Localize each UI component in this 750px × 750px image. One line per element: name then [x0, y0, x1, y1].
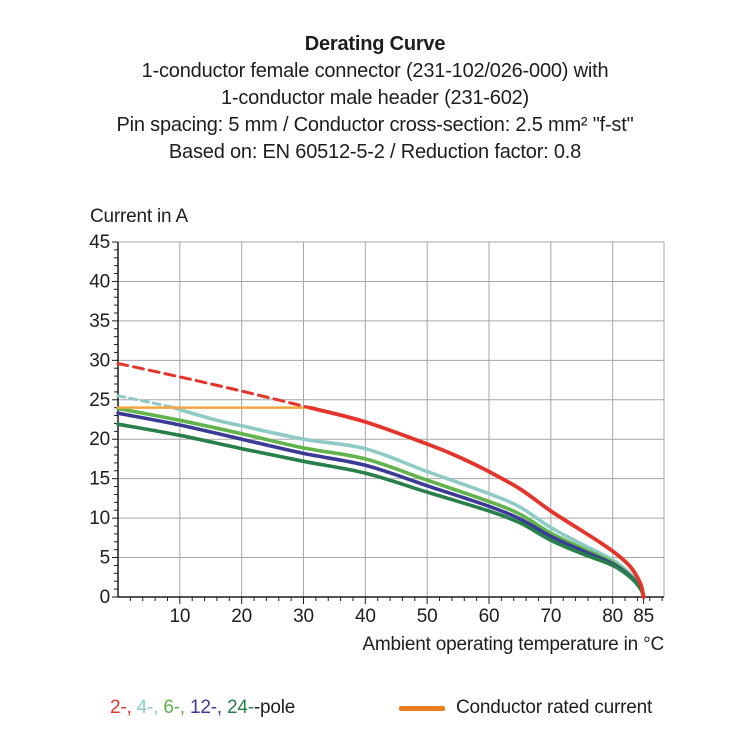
chart-subtitle-4: Based on: EN 60512-5-2 / Reduction facto… [168, 141, 582, 163]
series-2-pole [307, 405, 646, 599]
pole-legend-4: 4-, [136, 697, 164, 718]
chart-subtitle-2: 1-conductor male header (231-602) [220, 87, 530, 109]
series-2-pole-dashed [116, 362, 312, 410]
pole-legend-24: 24- [227, 697, 254, 718]
y-tick-label: 15 [89, 469, 110, 490]
y-tick-label: 30 [89, 350, 110, 371]
chart-subtitle-1: 1-conductor female connector (231-102/02… [141, 60, 609, 82]
y-tick-label: 10 [89, 508, 110, 529]
chart-subtitle-3: Pin spacing: 5 mm / Conductor cross-sect… [116, 114, 634, 136]
x-axis-title: Ambient operating temperature in °C [362, 634, 664, 655]
series-24-pole [116, 422, 646, 599]
series-12-pole [116, 411, 646, 599]
pole-legend-12: 12-, [189, 697, 227, 718]
chart-title-block: Derating Curve 1-conductor female connec… [0, 31, 750, 166]
rated-current-legend: Conductor rated current [399, 697, 652, 719]
series-6-pole [116, 406, 646, 599]
x-tick-label: 40 [355, 606, 376, 627]
axis-labels: 0 5 10 15 20 25 30 35 40 45 10 20 30 40 50 60 70 80 85 Curr… [89, 206, 664, 655]
derating-curve-chart: 0 5 10 15 20 25 30 35 40 45 10 20 30 40 50 60 70 80 85 Curr… [89, 206, 665, 655]
legend: 2-, 4-, 6-, 12-, 24--pole Conductor rate… [0, 697, 750, 727]
rated-current-swatch [399, 705, 445, 711]
y-tick-label: 20 [89, 429, 110, 450]
pole-legend-6: 6-, [163, 697, 190, 718]
y-tick-label: 5 [100, 548, 110, 569]
y-tick-label: 25 [89, 390, 110, 411]
y-axis-title: Current in A [90, 206, 188, 227]
axes [117, 242, 664, 598]
x-tick-label: 20 [231, 606, 252, 627]
x-tick-label: 30 [293, 606, 314, 627]
gridlines [118, 241, 665, 597]
y-tick-label: 45 [89, 232, 110, 253]
x-tick-label: 50 [417, 606, 438, 627]
x-tick-label: 70 [540, 606, 561, 627]
x-tick-label: 80 [602, 606, 623, 627]
y-tick-label: 40 [89, 271, 110, 292]
poles-legend: 2-, 4-, 6-, 12-, 24--pole [110, 697, 295, 719]
x-tick-label: 85 [633, 606, 654, 627]
x-tick-label: 10 [169, 606, 190, 627]
pole-legend-suffix: -pole [253, 697, 296, 718]
series-4-pole-dashed [116, 394, 176, 410]
y-tick-label: 0 [100, 587, 110, 608]
y-tick-label: 35 [89, 311, 110, 332]
rated-current-label: Conductor rated current [456, 697, 653, 718]
curves [116, 362, 646, 599]
chart-title: Derating Curve [304, 33, 446, 55]
x-tick-label: 60 [479, 606, 500, 627]
pole-legend-2: 2-, [110, 697, 137, 718]
